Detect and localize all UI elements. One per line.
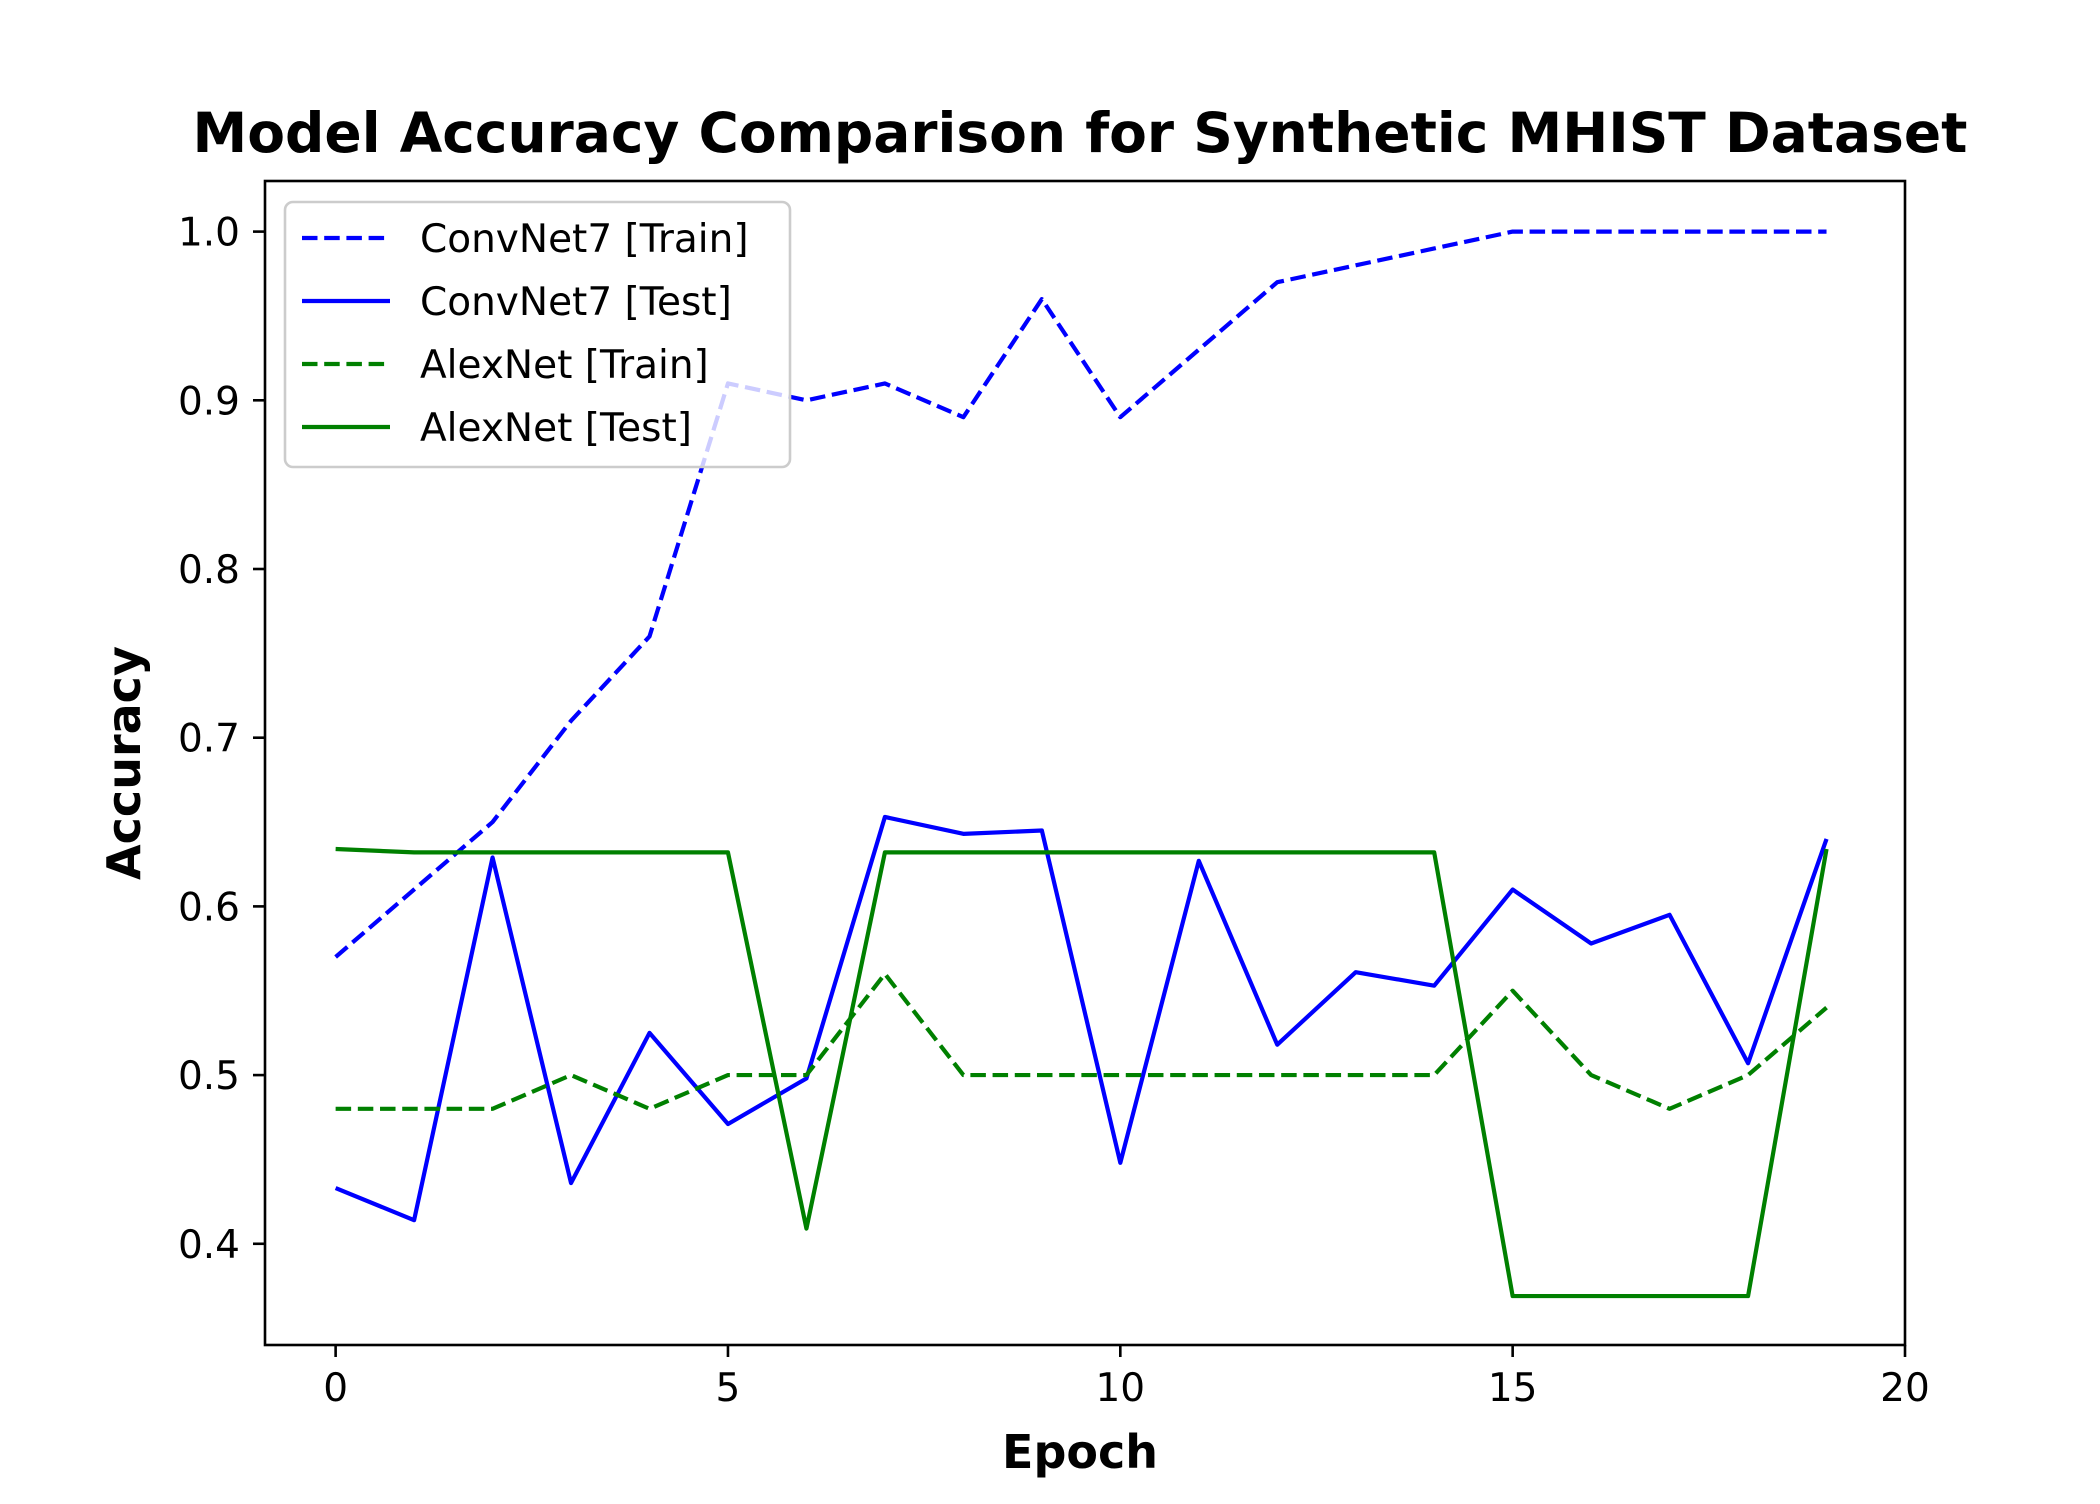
y-tick-label: 0.4 xyxy=(178,1223,240,1268)
y-tick-label: 0.7 xyxy=(178,717,240,762)
x-tick-label: 20 xyxy=(1880,1366,1930,1411)
x-tick-label: 10 xyxy=(1095,1366,1145,1411)
legend: ConvNet7 [Train] ConvNet7 [Test] AlexNet [… xyxy=(283,200,792,469)
series-line-0 xyxy=(334,229,1827,959)
series-line-3 xyxy=(335,846,1829,1299)
y-tick-label: 0.6 xyxy=(178,885,240,930)
legend-box xyxy=(283,200,792,469)
y-tick-label: 0.8 xyxy=(178,548,240,593)
x-tick-label: 5 xyxy=(716,1366,741,1411)
y-tick-label: 0.9 xyxy=(178,379,240,424)
legend-label: ConvNet7 [Test] xyxy=(420,280,732,325)
y-tick-label: 1.0 xyxy=(178,211,240,256)
plot-area xyxy=(334,229,1829,1299)
chart-title: Model Accuracy Comparison for Synthetic … xyxy=(193,101,1968,165)
x-tick-label: 15 xyxy=(1488,1366,1538,1411)
y-axis-label: Accuracy xyxy=(97,646,151,880)
axes: 0 5 10 15 20 0.4 0.5 0.6 0.7 0.8 0.9 1.0 xyxy=(178,179,1930,1411)
x-axis-label: Epoch xyxy=(1002,1425,1158,1479)
series-line-1 xyxy=(334,814,1829,1223)
legend-label: ConvNet7 [Train] xyxy=(420,217,749,262)
legend-label: AlexNet [Train] xyxy=(420,343,709,388)
y-tick-label: 0.5 xyxy=(178,1054,240,1099)
legend-label: AlexNet [Test] xyxy=(420,406,692,451)
x-tick-label: 0 xyxy=(323,1366,348,1411)
series-line-2 xyxy=(335,971,1828,1111)
plot-frame xyxy=(263,179,1907,1347)
